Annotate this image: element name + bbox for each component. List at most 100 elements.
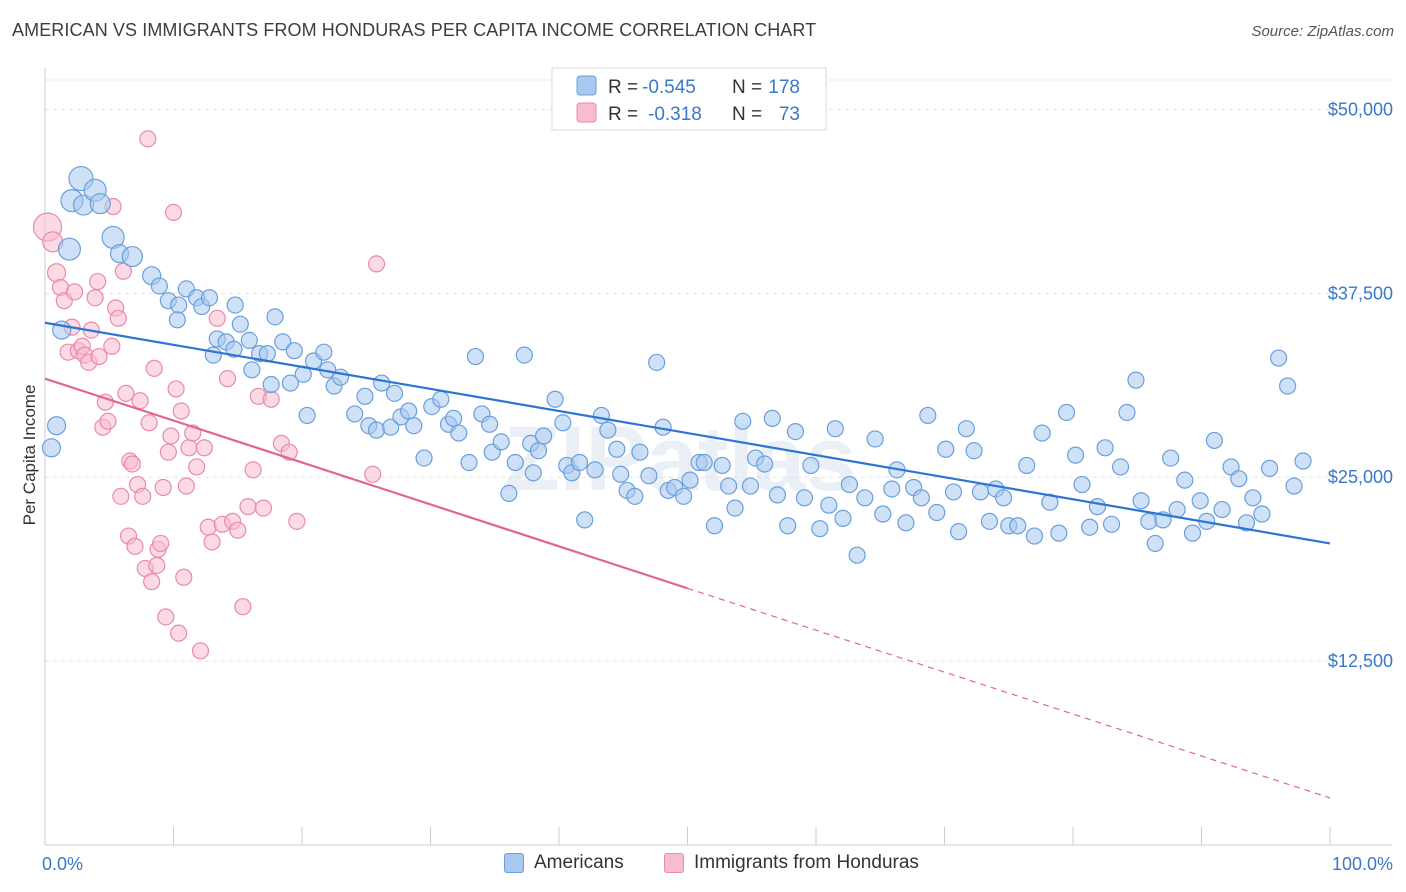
americans-point-135 xyxy=(1009,517,1027,535)
americans-point-102 xyxy=(755,455,774,473)
legend-item-honduras: Immigrants from Honduras xyxy=(664,852,919,874)
americans-point-168 xyxy=(1261,459,1279,477)
americans-point-149 xyxy=(1118,403,1136,422)
honduras-point-72 xyxy=(364,465,382,483)
americans-point-165 xyxy=(1237,514,1256,532)
americans-point-109 xyxy=(811,520,829,538)
americans-point-70 xyxy=(529,442,548,460)
americans-point-97 xyxy=(720,477,738,495)
americans-point-84 xyxy=(626,487,644,505)
americans-point-92 xyxy=(681,471,699,489)
americans-point-104 xyxy=(768,486,787,504)
americans-point-125 xyxy=(937,440,955,458)
americans-point-37 xyxy=(298,406,316,425)
americans-point-131 xyxy=(980,512,999,530)
americans-point-16 xyxy=(168,311,186,329)
honduras-point-46 xyxy=(167,380,185,398)
honduras-point-71 xyxy=(288,512,306,530)
americans-point-146 xyxy=(1096,439,1114,457)
honduras-point-40 xyxy=(152,534,170,553)
honduras-point-58 xyxy=(208,309,226,327)
americans-point-27 xyxy=(240,331,258,349)
y-tick-label-0: $12,500 xyxy=(1328,651,1393,671)
honduras-point-55 xyxy=(195,439,213,457)
honduras-point-14 xyxy=(89,272,107,291)
honduras-trend-line-dashed xyxy=(687,587,1331,799)
americans-point-52 xyxy=(405,417,423,435)
honduras-point-32 xyxy=(134,487,152,505)
americans-point-144 xyxy=(1081,518,1099,536)
americans-point-96 xyxy=(713,456,731,475)
honduras-point-43 xyxy=(159,443,177,461)
honduras-point-29 xyxy=(126,537,144,555)
honduras-point-56 xyxy=(199,518,217,536)
americans-point-57 xyxy=(445,409,463,427)
honduras-point-22 xyxy=(109,309,127,327)
americans-points xyxy=(41,165,1312,564)
americans-point-39 xyxy=(315,343,333,361)
honduras-point-18 xyxy=(99,412,117,430)
americans-point-120 xyxy=(897,514,915,532)
americans-point-28 xyxy=(243,361,261,379)
y-tick-labels: $12,500 $25,000 $37,500 $50,000 xyxy=(1328,99,1393,671)
americans-point-67 xyxy=(515,346,533,364)
honduras-point-37 xyxy=(145,359,163,377)
americans-point-34 xyxy=(281,374,300,392)
legend-n-label-1: N = xyxy=(732,77,762,98)
americans-point-138 xyxy=(1033,424,1051,442)
americans-point-113 xyxy=(840,475,859,494)
americans-point-153 xyxy=(1146,534,1164,553)
honduras-point-49 xyxy=(175,568,193,586)
honduras-point-53 xyxy=(188,458,206,476)
americans-point-58 xyxy=(450,424,468,442)
honduras-point-63 xyxy=(234,598,252,616)
honduras-point-35 xyxy=(140,414,158,432)
americans-point-87 xyxy=(648,353,666,372)
legend-r-label-1: R = xyxy=(608,77,638,98)
americans-point-25 xyxy=(225,340,243,358)
americans-point-118 xyxy=(883,480,901,498)
honduras-point-36 xyxy=(143,573,161,591)
honduras-point-7 xyxy=(65,283,84,301)
americans-point-171 xyxy=(1285,477,1303,495)
americans-point-59 xyxy=(460,453,478,472)
americans-point-164 xyxy=(1230,470,1248,488)
americans-point-140 xyxy=(1050,524,1068,542)
honduras-point-47 xyxy=(170,624,188,642)
americans-point-91 xyxy=(675,487,693,505)
legend-swatch-honduras-bottom xyxy=(664,853,684,873)
americans-point-145 xyxy=(1088,498,1107,516)
honduras-point-2 xyxy=(46,263,67,283)
americans-point-72 xyxy=(546,390,564,408)
americans-point-114 xyxy=(848,546,866,564)
honduras-points xyxy=(32,130,386,660)
americans-point-111 xyxy=(826,420,844,438)
americans-point-8 xyxy=(89,192,111,215)
americans-point-32 xyxy=(266,308,284,326)
americans-point-35 xyxy=(285,342,303,360)
americans-point-100 xyxy=(741,477,760,495)
americans-point-130 xyxy=(971,483,990,501)
americans-point-71 xyxy=(534,427,553,445)
legend-n-value-2: 73 xyxy=(779,104,800,125)
americans-point-80 xyxy=(599,421,617,439)
honduras-point-31 xyxy=(131,392,149,410)
americans-point-142 xyxy=(1066,446,1085,464)
americans-point-155 xyxy=(1162,449,1180,467)
honduras-point-64 xyxy=(239,498,257,516)
americans-point-31 xyxy=(262,375,280,394)
americans-point-167 xyxy=(1253,505,1271,523)
honduras-point-38 xyxy=(148,556,166,575)
legend-swatch-americans-bottom xyxy=(504,853,524,873)
honduras-point-57 xyxy=(203,533,221,551)
americans-point-172 xyxy=(1294,452,1312,470)
americans-point-46 xyxy=(367,421,386,439)
honduras-trend-line-solid xyxy=(44,377,688,590)
americans-point-103 xyxy=(763,409,781,427)
honduras-point-44 xyxy=(162,427,180,445)
americans-point-150 xyxy=(1127,371,1145,389)
honduras-point-15 xyxy=(90,347,108,366)
y-tick-label-2: $37,500 xyxy=(1328,283,1393,303)
y-tick-label-1: $25,000 xyxy=(1328,467,1393,487)
